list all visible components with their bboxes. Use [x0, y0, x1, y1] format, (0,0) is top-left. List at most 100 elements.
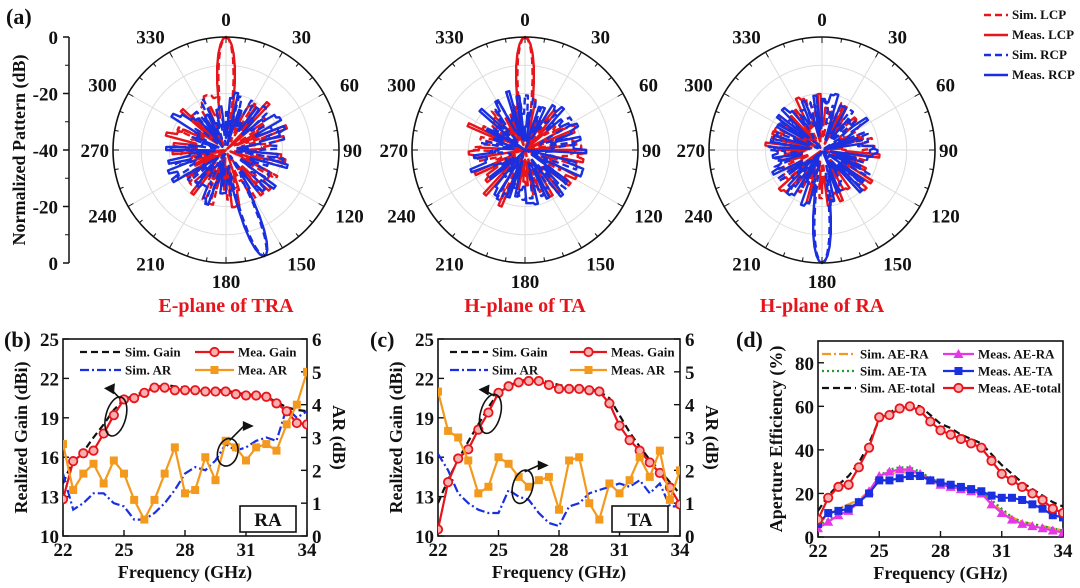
polar-angle-tick: [119, 186, 124, 190]
polar-angle-tick: [318, 203, 325, 207]
polar-angle-label: 210: [136, 254, 165, 275]
data-point: [655, 446, 664, 455]
polar-angle-tick: [169, 51, 173, 58]
legend-label: Sim. AE-TA: [860, 364, 928, 379]
data-point: [242, 456, 250, 465]
polar-angle-label: 180: [808, 272, 837, 293]
data-point: [853, 462, 864, 473]
y-tick-label: 10: [40, 527, 59, 548]
y-axis-title: Realized Gain (dBi): [11, 361, 32, 513]
data-point: [220, 386, 231, 397]
data-point: [676, 466, 680, 475]
polar-angle-tick: [328, 186, 333, 190]
polar-angle-tick: [858, 43, 862, 48]
y2-tick-label: 3: [685, 429, 695, 450]
data-point: [894, 403, 905, 414]
data-point: [865, 489, 874, 498]
y2-tick-label: 2: [685, 461, 695, 482]
legend-label: Meas. AE-TA: [978, 364, 1053, 379]
data-point: [201, 453, 210, 462]
data-point: [605, 479, 614, 488]
y-tick-label: 19: [415, 409, 434, 430]
polar-angle-tick: [244, 38, 247, 43]
data-point: [956, 482, 965, 491]
data-point: [159, 382, 170, 393]
polar-angle-tick: [782, 43, 786, 48]
polar-angle-tick: [186, 43, 190, 48]
data-point: [955, 433, 967, 445]
data-point: [1047, 525, 1058, 535]
data-point: [139, 387, 150, 398]
polar-angle-tick: [929, 168, 934, 171]
data-point: [79, 469, 88, 478]
polar-angle-tick: [468, 242, 472, 249]
polar-angle-label: 240: [684, 207, 713, 228]
x-tick-label: 34: [671, 540, 691, 561]
polar-angle-tick: [723, 203, 730, 207]
y-tick-label: 25: [40, 330, 59, 351]
y2-tick-label: 6: [685, 330, 695, 351]
polar-angle-tick: [578, 51, 582, 58]
y2-tick-label: 1: [312, 494, 322, 515]
legend-label: Sim. AR: [125, 363, 172, 378]
data-point: [160, 469, 169, 478]
y2-axis-title: AR (dB): [328, 405, 349, 470]
polar-angle-tick: [715, 110, 720, 114]
polar-grid-spoke: [723, 149, 823, 207]
data-point: [301, 419, 307, 430]
data-point: [1017, 481, 1028, 493]
data-point: [63, 440, 67, 449]
legend-label: Sim. Gain: [492, 345, 548, 360]
data-point: [109, 456, 118, 465]
data-point: [89, 459, 98, 468]
polar-angle-tick: [468, 51, 472, 58]
data-point: [945, 429, 956, 440]
data-point: [833, 481, 844, 493]
polar-angle-tick: [426, 203, 433, 207]
data-point: [555, 505, 563, 514]
polar-angle-label: 330: [136, 28, 165, 49]
polar-angle-label: 180: [212, 272, 241, 293]
y2-tick-label: 0: [312, 527, 322, 548]
polar-angle-label: 300: [88, 76, 117, 97]
series-line: [438, 453, 680, 528]
series-mea-gain: [63, 382, 307, 505]
polar-angle-tick: [262, 43, 266, 48]
polar-angle-tick: [309, 76, 313, 81]
legend-label: Mea. Gain: [238, 345, 297, 360]
data-point: [513, 377, 524, 388]
data-point: [1017, 518, 1028, 528]
series-mea-ar: [63, 367, 307, 524]
series-line: [438, 378, 680, 504]
y2-tick-label: 1: [685, 494, 695, 515]
polar-angle-tick: [333, 168, 338, 171]
data-point: [524, 482, 533, 491]
series-sim-ar: [438, 453, 680, 528]
x-tick-label: 34: [1054, 541, 1074, 562]
data-point: [824, 509, 833, 518]
series-sim-ae-total: [818, 403, 1063, 512]
polar-angle-tick: [627, 110, 632, 114]
data-point: [1038, 504, 1047, 513]
data-point: [474, 489, 483, 498]
data-point: [484, 482, 493, 491]
data-point: [997, 493, 1006, 502]
polar-angle-tick: [152, 233, 157, 237]
polar-angle-tick: [418, 186, 423, 190]
legend-label: Meas. Gain: [611, 345, 675, 360]
data-point: [996, 508, 1007, 518]
data-point: [844, 504, 853, 513]
polar-angle-tick: [765, 242, 769, 249]
polar-angle-tick: [891, 233, 896, 237]
panel-label-a: (a): [6, 4, 32, 29]
data-point: [68, 456, 79, 467]
legend-label: Sim. RCP: [1012, 47, 1067, 62]
annotation-arrow-line: [229, 425, 245, 441]
polar-angle-tick: [438, 76, 442, 81]
data-point: [170, 443, 179, 452]
x-tick-label: 34: [298, 540, 318, 561]
x-tick-label: 25: [115, 540, 134, 561]
